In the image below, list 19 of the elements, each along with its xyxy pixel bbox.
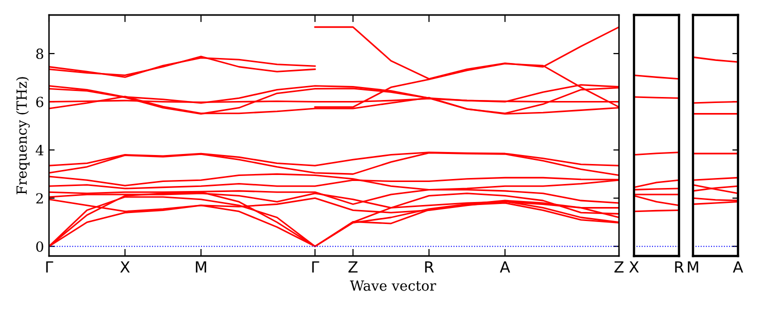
- x-tick-label: R: [675, 261, 684, 272]
- x-tick-label: Z: [614, 261, 624, 272]
- x-tick-label: X: [120, 261, 130, 272]
- x-tick-label: Γ: [46, 261, 54, 272]
- x-tick-label: M: [196, 261, 206, 272]
- x-tick-label: A: [732, 261, 744, 272]
- x-tick-label: X: [629, 261, 639, 272]
- y-tick-label: 2: [36, 193, 43, 204]
- x-tick-label: Γ: [312, 261, 320, 272]
- x-tick-label: M: [688, 261, 698, 272]
- x-axis-title: Wave vector: [350, 280, 436, 291]
- y-tick-label: 8: [36, 48, 44, 60]
- y-tick-label: 4: [36, 144, 44, 156]
- y-tick-label: 6: [36, 96, 44, 108]
- x-tick-label: Z: [348, 261, 358, 272]
- x-tick-label: R: [425, 261, 434, 272]
- y-tick-label: 0: [36, 241, 44, 252]
- x-tick-label: A: [500, 261, 510, 272]
- y-axis-title: Frequency (THz): [16, 77, 30, 194]
